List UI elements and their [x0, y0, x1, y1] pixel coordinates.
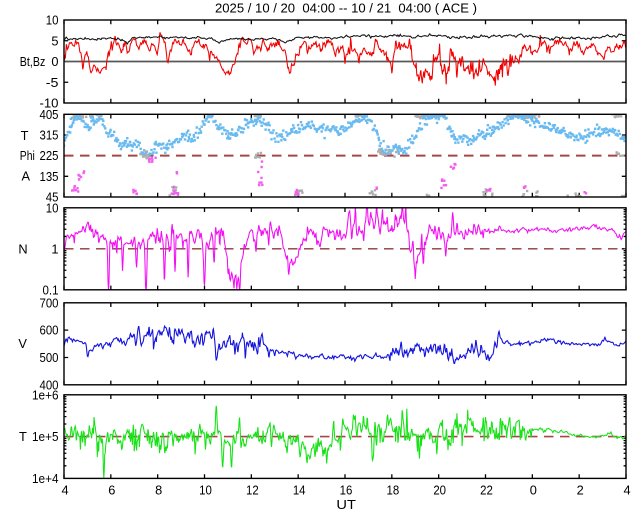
- svg-text:4: 4: [61, 482, 68, 497]
- svg-text:20: 20: [433, 482, 446, 497]
- svg-text:14: 14: [293, 482, 306, 497]
- svg-text:6: 6: [108, 482, 115, 497]
- svg-text:500: 500: [40, 350, 59, 365]
- svg-text:8: 8: [155, 482, 162, 497]
- svg-text:600: 600: [40, 323, 59, 338]
- svg-text:1e+4: 1e+4: [32, 471, 59, 486]
- svg-text:45: 45: [46, 190, 59, 205]
- svg-text:225: 225: [40, 148, 59, 163]
- svg-text:2025 / 10 / 20 04:00 -- 10 /: 2025 / 10 / 20 04:00 -- 10 / 21 04:00 ( …: [215, 0, 477, 15]
- svg-text:18: 18: [386, 482, 399, 497]
- svg-text:UT: UT: [336, 497, 356, 512]
- svg-text:12: 12: [246, 482, 259, 497]
- svg-text:Phi: Phi: [20, 148, 35, 163]
- svg-text:400: 400: [40, 377, 59, 392]
- svg-text:-5: -5: [46, 75, 59, 90]
- svg-text:10: 10: [199, 482, 212, 497]
- svg-text:V: V: [18, 336, 27, 351]
- svg-text:0.1: 0.1: [43, 282, 59, 297]
- svg-text:0: 0: [51, 54, 58, 69]
- svg-text:405: 405: [40, 107, 59, 122]
- svg-text:22: 22: [480, 482, 493, 497]
- svg-text:T: T: [21, 128, 29, 143]
- svg-text:5: 5: [51, 33, 58, 48]
- svg-text:1: 1: [51, 241, 58, 256]
- svg-text:315: 315: [40, 128, 59, 143]
- svg-text:T: T: [19, 429, 27, 444]
- svg-text:1e+5: 1e+5: [32, 429, 59, 444]
- svg-text:10: 10: [46, 200, 59, 215]
- svg-text:N: N: [18, 241, 27, 256]
- svg-text:10: 10: [46, 13, 59, 28]
- svg-text:4: 4: [623, 482, 630, 497]
- svg-text:135: 135: [40, 169, 59, 184]
- svg-text:1e+6: 1e+6: [32, 387, 59, 402]
- svg-text:A: A: [22, 169, 31, 184]
- svg-text:700: 700: [40, 295, 59, 310]
- svg-text:2: 2: [577, 482, 584, 497]
- svg-text:0: 0: [530, 482, 537, 497]
- svg-text:-10: -10: [40, 96, 59, 111]
- svg-text:16: 16: [340, 482, 353, 497]
- svg-text:Bt,Bz: Bt,Bz: [20, 54, 46, 69]
